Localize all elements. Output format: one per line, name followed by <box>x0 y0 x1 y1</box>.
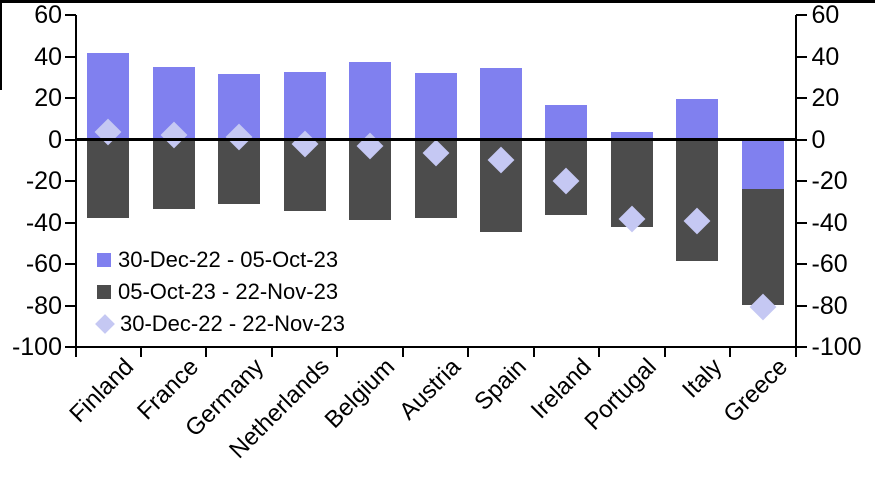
y-axis-left-label: -80 <box>25 291 62 320</box>
y-axis-left-label: 20 <box>34 84 62 112</box>
y-axis-right-tick <box>795 304 807 307</box>
y-axis-left-tick <box>64 14 76 16</box>
y-axis-left-label: -20 <box>25 167 62 195</box>
y-axis-left <box>74 15 77 347</box>
image-top-border <box>0 0 875 3</box>
y-axis-right-label: 40 <box>811 42 840 71</box>
y-axis-right-tick <box>795 97 807 99</box>
y-axis-right-label: -80 <box>811 291 848 320</box>
bar-segment-period1 <box>349 61 392 140</box>
legend-label: 30-Dec-22 - 22-Nov-23 <box>120 311 345 336</box>
bar-segment-period1 <box>414 73 457 140</box>
category-label: Belgium <box>320 353 401 434</box>
x-axis-tick <box>205 348 208 357</box>
y-axis-left-label: -40 <box>25 208 62 237</box>
x-axis-tick <box>598 348 601 357</box>
y-axis-left-tick <box>64 304 76 307</box>
legend-item: 05-Oct-23 - 22-Nov-23 <box>97 276 345 308</box>
y-axis-right-label: 20 <box>811 84 840 112</box>
x-axis-tick <box>663 348 666 357</box>
x-axis-tick <box>794 348 797 357</box>
y-axis-left-label: -60 <box>25 250 62 278</box>
y-axis-left-tick <box>64 221 76 224</box>
y-axis-right-label: 0 <box>811 125 826 154</box>
y-axis-left-tick <box>64 263 76 265</box>
x-axis-tick <box>729 348 732 357</box>
y-axis-left-label: 40 <box>34 42 62 71</box>
x-axis-tick <box>270 348 273 357</box>
y-axis-right-tick <box>795 138 807 141</box>
x-axis-tick <box>74 348 77 357</box>
y-axis-right-tick <box>795 346 807 348</box>
legend-label: 05-Oct-23 - 22-Nov-23 <box>118 279 339 304</box>
bar-segment-period1 <box>741 139 784 190</box>
category-label: Greece <box>718 353 794 429</box>
image-left-border <box>0 0 2 90</box>
category-label: Portugal <box>579 353 663 436</box>
bar-segment-period2 <box>152 139 195 209</box>
y-axis-right-label: -40 <box>811 208 848 237</box>
x-axis-tick <box>139 348 142 357</box>
bar-segment-period2 <box>676 139 719 261</box>
bar-segment-period1 <box>479 67 522 140</box>
bar-segment-period2 <box>87 139 130 219</box>
y-axis-right-tick <box>795 221 807 224</box>
y-axis-left-label: -100 <box>11 333 62 361</box>
y-axis-right-tick <box>795 14 807 16</box>
y-axis-right-tick <box>795 55 807 58</box>
zero-line <box>75 138 796 141</box>
y-axis-left-label: 0 <box>48 125 62 154</box>
legend-label: 30-Dec-22 - 05-Oct-23 <box>118 247 339 272</box>
legend-item: 30-Dec-22 - 05-Oct-23 <box>97 244 345 276</box>
y-axis-right-tick <box>795 180 807 182</box>
y-axis-left-tick <box>64 55 76 58</box>
legend-item: 30-Dec-22 - 22-Nov-23 <box>95 308 345 340</box>
bar-segment-period1 <box>283 72 326 140</box>
y-axis-right-label: -20 <box>811 167 848 195</box>
category-label: Finland <box>63 353 139 429</box>
bar-segment-period1 <box>545 105 588 140</box>
x-axis-tick <box>467 348 470 357</box>
y-axis-left-tick <box>64 180 76 182</box>
y-axis-left-tick <box>64 346 76 348</box>
x-axis-tick <box>336 348 339 357</box>
category-label: Spain <box>468 353 532 416</box>
y-axis-left-tick <box>64 97 76 99</box>
x-axis-tick <box>532 348 535 357</box>
legend-square-icon <box>97 285 111 299</box>
category-label: Austria <box>393 353 466 426</box>
y-axis-right-label: 60 <box>811 1 840 29</box>
legend-diamond-icon <box>95 314 115 334</box>
y-axis-left-tick <box>64 138 76 141</box>
bar-segment-period2 <box>741 189 784 306</box>
chart-legend: 30-Dec-22 - 05-Oct-23 05-Oct-23 - 22-Nov-… <box>95 244 345 340</box>
y-axis-right-tick <box>795 263 807 265</box>
x-axis-tick <box>401 348 404 357</box>
x-axis <box>74 346 797 348</box>
y-axis-right-label: -60 <box>811 250 848 278</box>
legend-square-icon <box>97 253 111 267</box>
bar-segment-period1 <box>610 132 653 140</box>
y-axis-right-label: -100 <box>811 333 862 361</box>
bar-segment-period1 <box>676 99 719 140</box>
category-label: Italy <box>677 353 728 404</box>
y-axis-left-label: 60 <box>34 1 62 29</box>
